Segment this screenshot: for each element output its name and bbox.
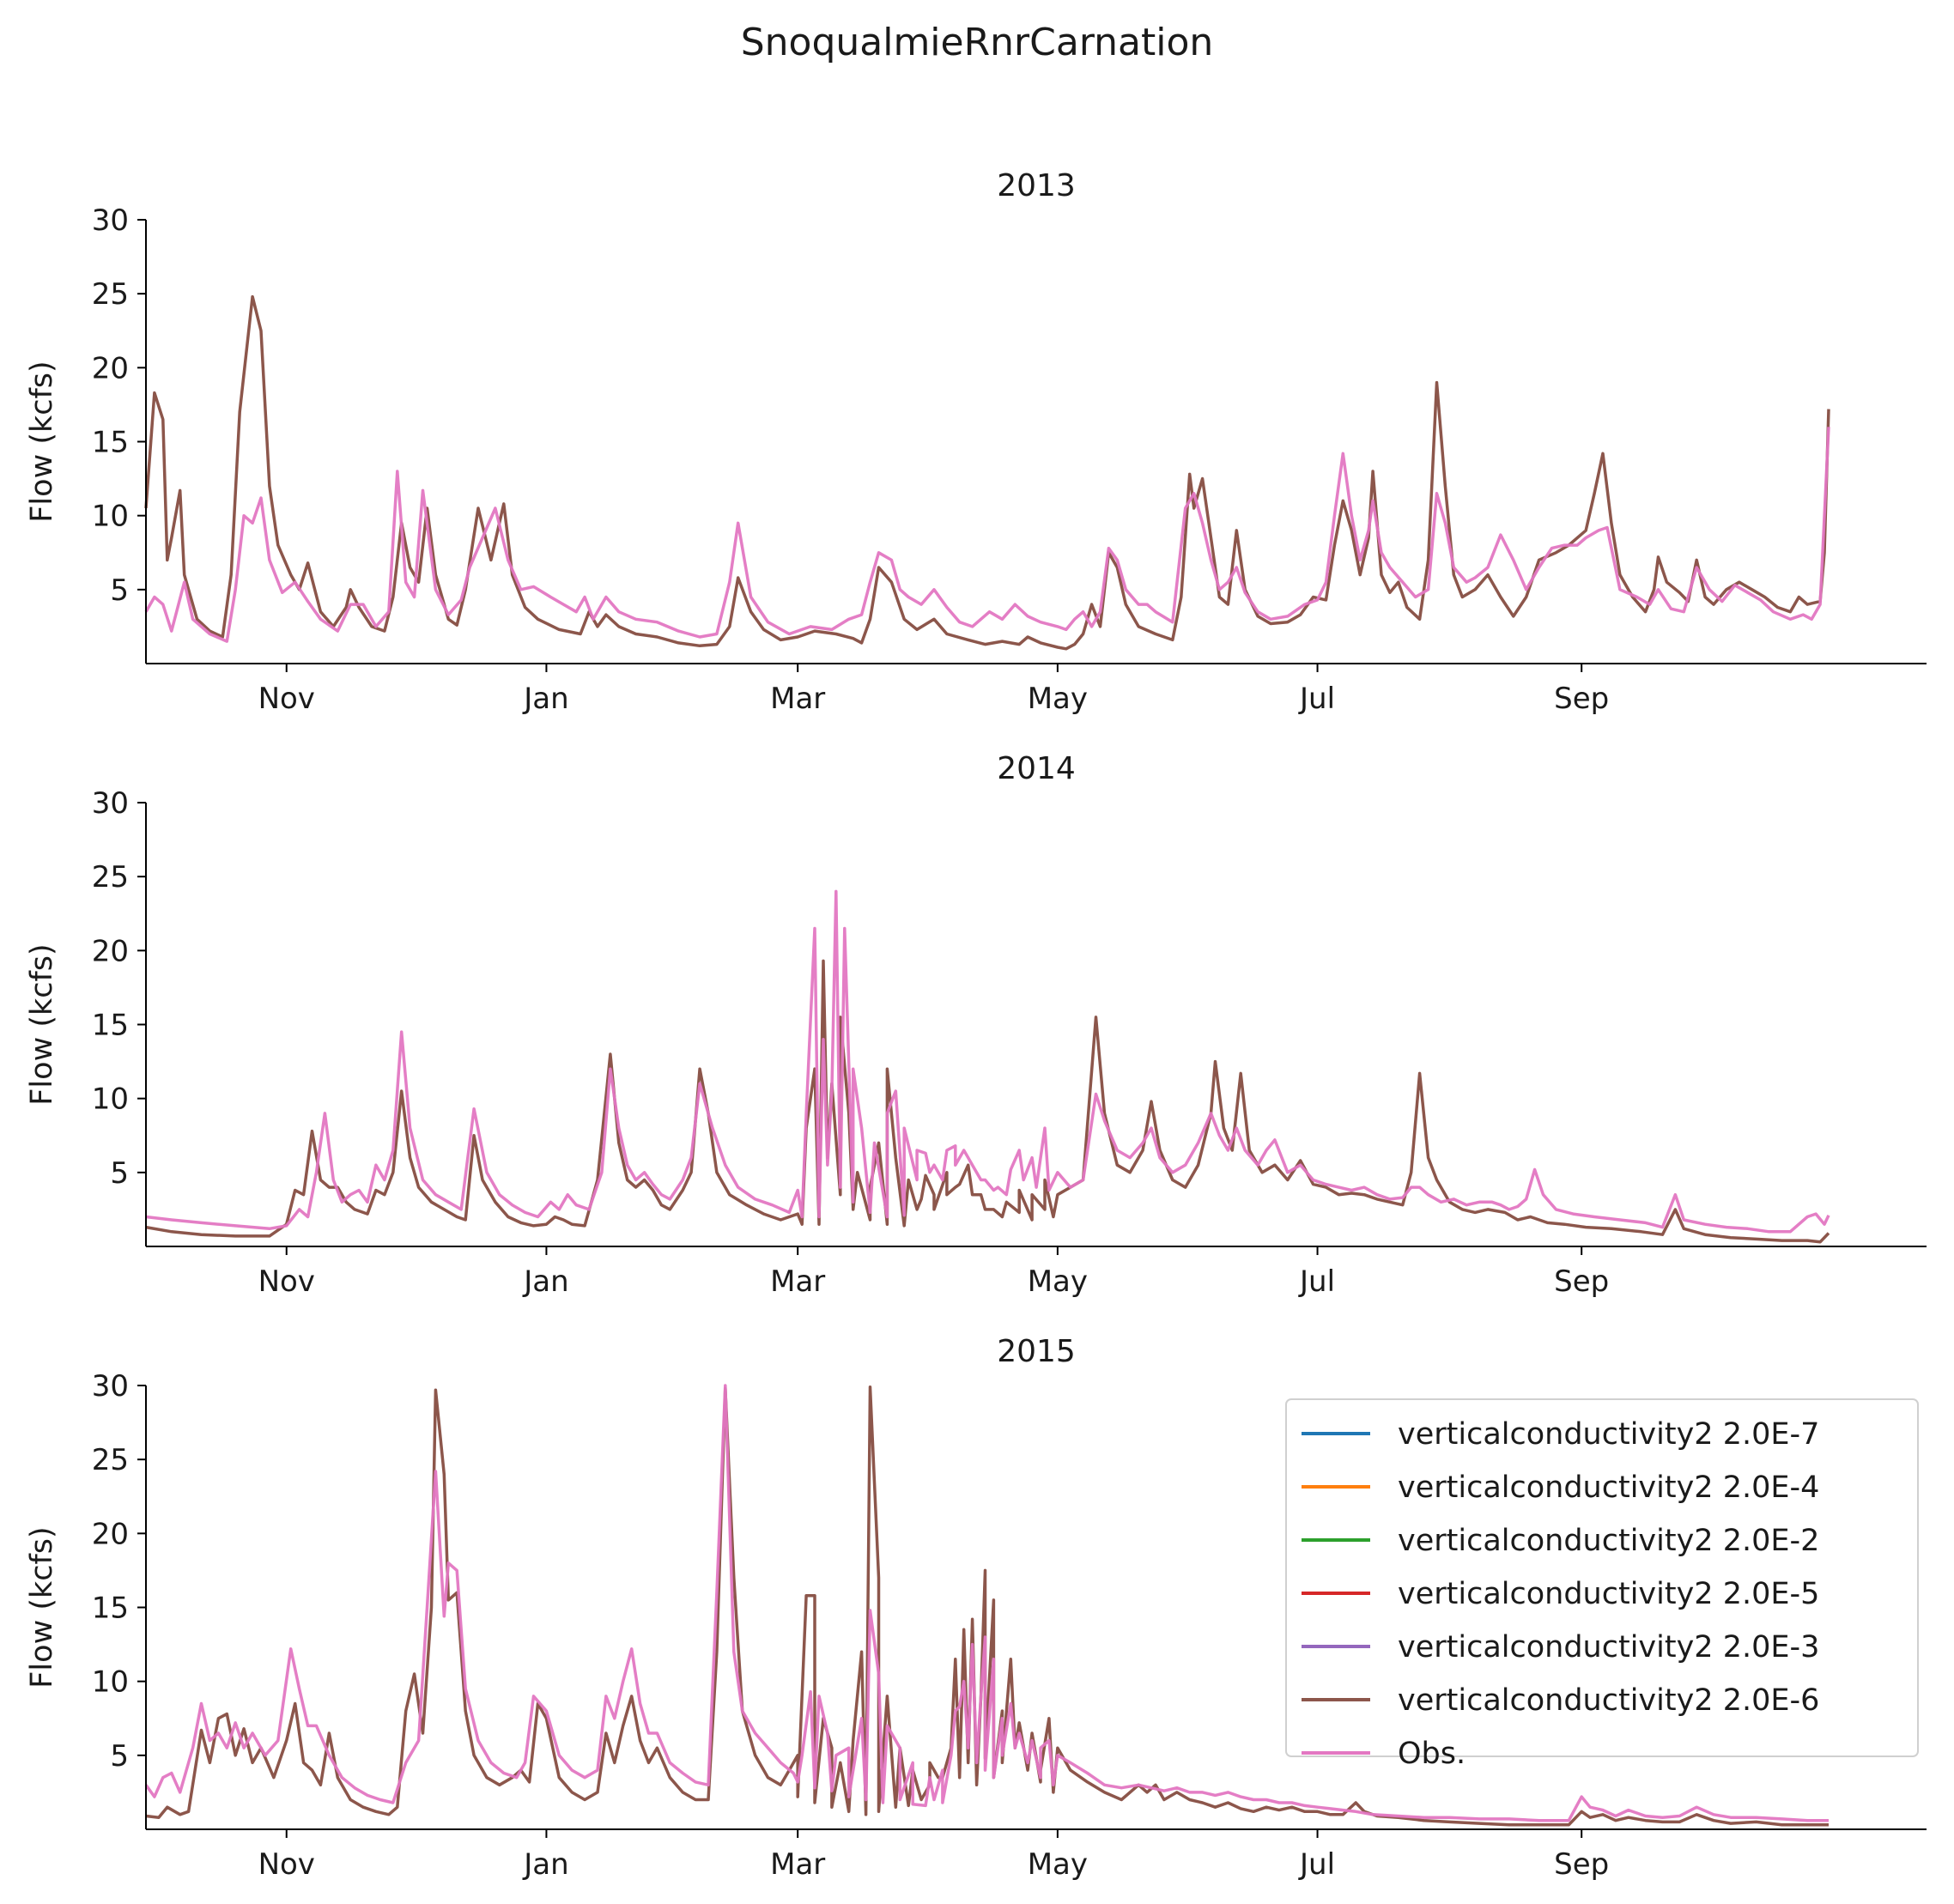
x-tick-label: Jan [522, 1847, 568, 1882]
legend-box [1285, 1398, 1919, 1757]
series-line-verticalconductivity2-2-0E-6 [144, 294, 1830, 651]
series-line-Obs- [144, 427, 1830, 643]
x-tick-label: Sep [1554, 1847, 1609, 1882]
legend-label: verticalconductivity2 2.0E-3 [1398, 1630, 1819, 1664]
y-tick-label: 25 [92, 277, 129, 312]
y-axis-label: Flow (kcfs) [25, 943, 59, 1105]
x-tick-label: Mar [770, 1847, 825, 1882]
legend-label: verticalconductivity2 2.0E-4 [1398, 1470, 1819, 1505]
panel-2015: 2015 Flow (kcfs) 5 10 15 20 25 30 Nov Jan Mar May Ju… [25, 1334, 1927, 1882]
x-tick-label: Nov [258, 1847, 315, 1882]
x-tick-label: May [1028, 1847, 1088, 1882]
panel-title: 2013 [997, 168, 1076, 203]
y-tick-label: 25 [92, 860, 129, 894]
x-tick-label: Jan [522, 682, 568, 716]
y-tick-label: 25 [92, 1443, 129, 1477]
x-tick-label: Nov [258, 682, 315, 716]
x-tick-label: Mar [770, 1264, 825, 1299]
y-tick-label: 10 [92, 500, 129, 534]
x-tick-label: Sep [1554, 1264, 1609, 1299]
y-tick-label: 10 [92, 1665, 129, 1700]
legend-label: Obs. [1398, 1737, 1466, 1771]
panel-title: 2015 [997, 1334, 1076, 1369]
x-tick-label: Jan [522, 1264, 568, 1299]
figure-title: SnoqualmieRnrCarnation [741, 21, 1214, 64]
y-axis-label: Flow (kcfs) [25, 1526, 59, 1688]
y-tick-label: 30 [92, 786, 129, 821]
x-tick-label: May [1028, 1264, 1088, 1299]
legend-label: verticalconductivity2 2.0E-2 [1398, 1524, 1819, 1558]
x-tick-label: May [1028, 682, 1088, 716]
y-tick-label: 20 [92, 1517, 129, 1551]
panel-2014: 2014 Flow (kcfs) 5 10 15 20 25 30 Nov Jan Mar May Ju… [25, 751, 1927, 1299]
x-tick-label: Jul [1298, 1264, 1335, 1299]
y-tick-label: 30 [92, 203, 129, 238]
series-line-verticalconductivity2-2-0E-6 [145, 1385, 1829, 1827]
x-tick-label: Jul [1298, 1847, 1335, 1882]
y-axis-label: Flow (kcfs) [25, 361, 59, 522]
y-tick-label: 5 [110, 573, 129, 608]
y-tick-label: 10 [92, 1082, 129, 1117]
y-tick-label: 15 [92, 1592, 129, 1626]
legend-label: verticalconductivity2 2.0E-7 [1398, 1417, 1819, 1452]
x-tick-label: Nov [258, 1264, 315, 1299]
x-tick-label: Jul [1298, 682, 1335, 716]
legend-label: verticalconductivity2 2.0E-6 [1398, 1683, 1819, 1718]
legend: verticalconductivity2 2.0E-7 verticalcond… [1285, 1398, 1919, 1771]
panel-title: 2014 [997, 751, 1076, 786]
y-tick-label: 20 [92, 351, 129, 385]
legend-label: verticalconductivity2 2.0E-5 [1398, 1577, 1819, 1611]
x-tick-label: Mar [770, 682, 825, 716]
series-line-verticalconductivity2-2-0E-6 [145, 959, 1830, 1244]
y-tick-label: 15 [92, 1009, 129, 1043]
y-tick-label: 20 [92, 934, 129, 968]
y-tick-label: 30 [92, 1369, 129, 1404]
y-tick-label: 15 [92, 426, 129, 460]
y-tick-label: 5 [110, 1156, 129, 1191]
x-tick-label: Sep [1554, 682, 1609, 716]
panel-2013: 2013 Flow (kcfs) 5 10 15 20 25 30 Nov Jan Mar May Ju… [25, 168, 1927, 716]
series-line-Obs- [145, 889, 1830, 1234]
panels: 2013 Flow (kcfs) 5 10 15 20 25 30 Nov Jan Mar May Ju… [25, 168, 1927, 1882]
series-line-Obs- [144, 1384, 1829, 1822]
y-tick-label: 5 [110, 1739, 129, 1774]
